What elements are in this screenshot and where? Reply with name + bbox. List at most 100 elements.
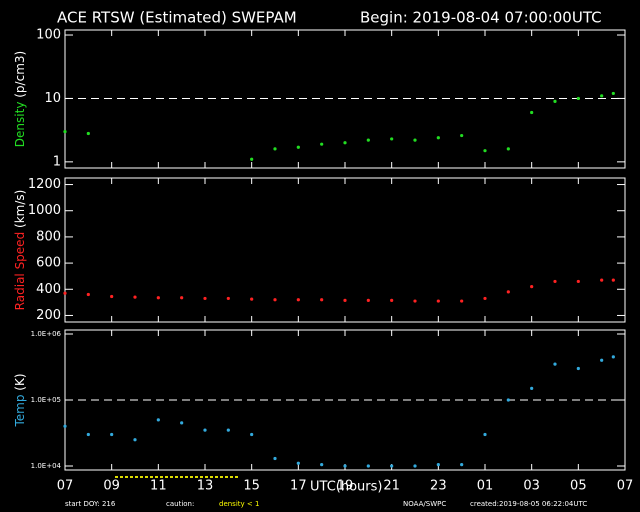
data-point xyxy=(506,290,510,294)
x-tick-label: 13 xyxy=(197,479,214,494)
x-tick-label: 01 xyxy=(477,479,494,494)
data-point xyxy=(366,464,370,468)
data-point xyxy=(530,386,534,390)
data-point xyxy=(156,418,160,422)
data-point xyxy=(343,141,347,145)
data-point xyxy=(63,129,67,134)
data-point xyxy=(250,297,254,301)
data-point xyxy=(203,296,207,301)
x-tick-label: 21 xyxy=(383,479,400,494)
source: NOAA/SWPC xyxy=(403,500,446,508)
data-point xyxy=(296,298,300,302)
data-point xyxy=(296,145,300,149)
data-point xyxy=(86,292,90,297)
x-tick-label: 07 xyxy=(57,479,74,494)
data-point xyxy=(506,147,510,151)
y-tick-label: 200 xyxy=(36,308,61,323)
data-point xyxy=(273,147,277,151)
y-tick-label: 100 xyxy=(36,28,61,43)
x-tick-label: 19 xyxy=(337,479,354,494)
caution-note: density < 1 xyxy=(219,500,259,508)
y-tick-label: 1.0E+06 xyxy=(31,330,62,338)
data-point xyxy=(483,432,487,437)
data-point xyxy=(436,136,440,140)
y-axis-label-name: Density xyxy=(13,102,27,148)
data-point xyxy=(86,432,90,437)
x-tick-label: 09 xyxy=(103,479,120,494)
data-point xyxy=(273,298,277,302)
data-point xyxy=(390,137,394,141)
x-tick-label: 03 xyxy=(523,479,540,494)
data-point xyxy=(600,94,604,98)
data-point xyxy=(600,358,604,362)
data-point xyxy=(436,463,440,467)
y-axis-label-unit: (km/s) xyxy=(13,190,27,228)
x-tick-label: 17 xyxy=(290,479,307,494)
x-tick-label: 05 xyxy=(570,479,587,494)
y-tick-label: 400 xyxy=(36,282,61,297)
chart-title: ACE RTSW (Estimated) SWEPAM xyxy=(57,9,297,27)
data-point xyxy=(460,463,464,467)
data-point xyxy=(110,294,114,299)
data-point xyxy=(436,299,440,303)
start-doy: start DOY: 216 xyxy=(65,500,116,508)
data-point xyxy=(250,432,254,437)
data-point xyxy=(576,96,580,101)
data-point xyxy=(86,131,90,136)
data-point xyxy=(553,99,557,103)
data-point xyxy=(366,298,370,302)
y-axis-label-name: Temp xyxy=(13,395,27,428)
x-tick-label: 23 xyxy=(430,479,447,494)
data-point xyxy=(180,421,184,425)
data-point xyxy=(390,464,394,468)
x-tick-label: 15 xyxy=(243,479,260,494)
y-axis-label: Radial Speed (km/s) xyxy=(13,190,27,311)
data-point xyxy=(156,296,160,300)
data-point xyxy=(576,279,580,284)
data-point xyxy=(226,428,230,432)
data-point xyxy=(530,285,534,289)
data-point xyxy=(343,298,347,302)
data-point xyxy=(110,432,114,437)
y-axis-label-unit: (p/cm3) xyxy=(13,51,27,98)
data-point xyxy=(320,142,324,146)
y-axis-label: Temp (K) xyxy=(13,373,27,427)
data-point xyxy=(413,464,417,468)
caution: caution: xyxy=(166,500,194,508)
data-point xyxy=(611,355,615,359)
data-point xyxy=(483,149,487,153)
plot-frame xyxy=(64,29,626,169)
y-axis-label-name: Radial Speed xyxy=(13,232,27,311)
begin-time: Begin: 2019-08-04 07:00:00UTC xyxy=(360,9,602,27)
data-point xyxy=(203,428,207,432)
data-point xyxy=(611,91,615,96)
data-point xyxy=(320,463,324,467)
data-point xyxy=(133,438,137,442)
x-tick-label: 11 xyxy=(150,479,167,494)
data-point xyxy=(343,464,347,468)
data-point xyxy=(133,295,137,299)
data-point xyxy=(413,299,417,303)
data-point xyxy=(273,456,277,461)
y-tick-label: 1.0E+05 xyxy=(31,396,61,404)
y-tick-label: 800 xyxy=(36,229,61,244)
data-point xyxy=(506,398,510,402)
y-axis-label-unit: (K) xyxy=(13,373,27,390)
data-point xyxy=(553,279,557,284)
data-point xyxy=(366,138,370,142)
data-point xyxy=(320,298,324,302)
data-point xyxy=(600,278,604,282)
y-tick-label: 1 xyxy=(53,154,61,169)
data-point xyxy=(250,157,254,161)
data-point xyxy=(226,296,230,301)
x-tick-label: 07 xyxy=(617,479,634,494)
data-point xyxy=(460,133,464,138)
data-point xyxy=(576,366,580,371)
y-tick-label: 1.0E+04 xyxy=(31,462,62,470)
data-point xyxy=(553,362,557,366)
data-point xyxy=(611,278,615,282)
data-point xyxy=(296,461,300,465)
data-point xyxy=(530,110,534,115)
x-axis-label: UTC(hours) xyxy=(310,480,382,495)
